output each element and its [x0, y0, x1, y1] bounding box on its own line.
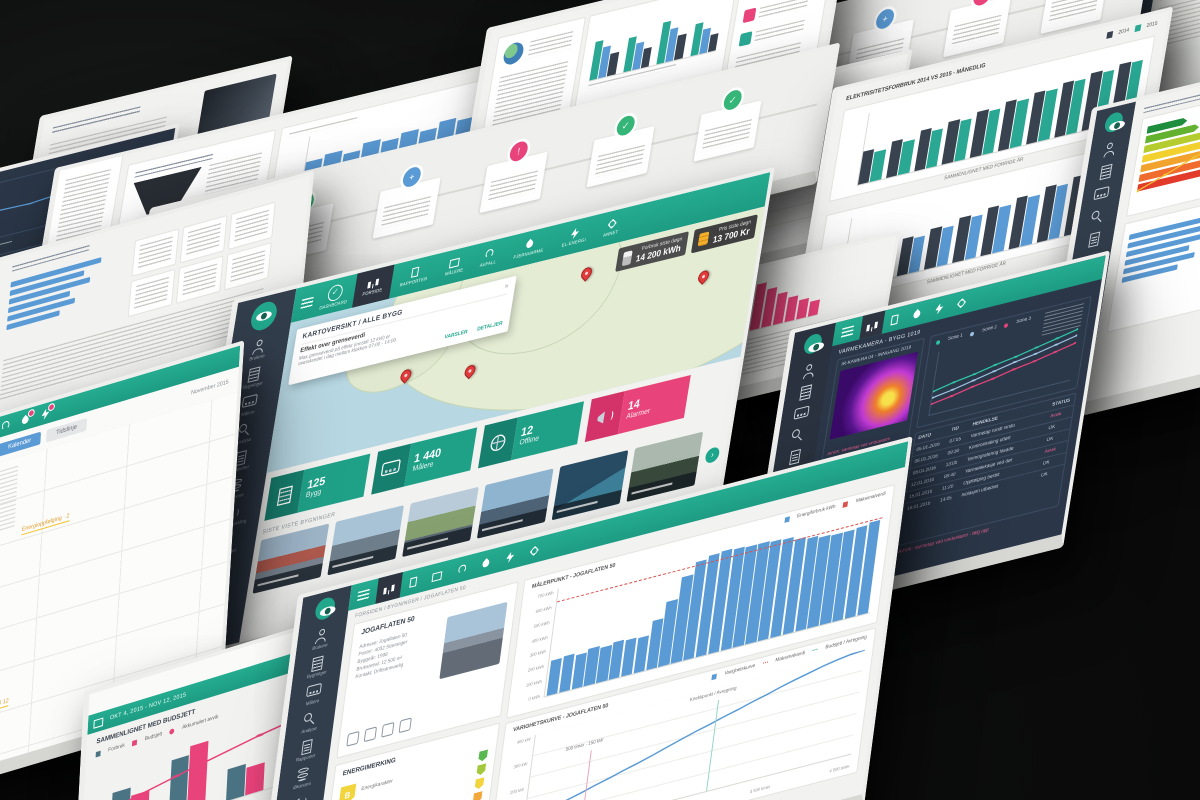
recycle-icon — [483, 248, 495, 260]
energy-section-title: ENERGIMERKING — [342, 756, 397, 778]
legend-2015: 2015 — [1146, 20, 1158, 30]
torch-icon — [621, 249, 633, 266]
calendar-month-label: November 2015 — [190, 379, 229, 397]
notification-badge — [27, 407, 35, 418]
tab-icon[interactable] — [400, 566, 428, 598]
building-thumbnail[interactable] — [551, 450, 629, 521]
share-icon[interactable] — [346, 730, 360, 747]
rating-d-icon — [472, 791, 482, 800]
app-logo-eye-icon[interactable] — [249, 299, 279, 334]
building-thumbnail[interactable] — [327, 505, 404, 576]
lightning-icon — [569, 227, 581, 239]
document-icon — [409, 266, 421, 278]
bell-icon — [594, 406, 616, 428]
tab-icon[interactable] — [375, 571, 403, 604]
rating-c-icon — [474, 777, 484, 790]
building-icon — [273, 484, 295, 506]
legend-2014: 2014 — [1117, 27, 1130, 37]
tab-icon[interactable] — [859, 310, 886, 340]
gear-icon — [606, 218, 618, 230]
tab-icon[interactable] — [496, 541, 524, 573]
energy-grade-b-shield: B — [338, 783, 356, 800]
box-icon — [449, 256, 461, 268]
legend-swatch-2015 — [1134, 24, 1142, 33]
coins-icon — [697, 231, 710, 247]
menu-icon[interactable] — [300, 296, 314, 309]
tab-icon[interactable] — [472, 547, 500, 579]
rating-a-icon — [478, 749, 488, 762]
calendar-event[interactable]: Energioppfølging · 2 — [21, 512, 70, 536]
energy-grade-b-label: Energikarakter — [360, 778, 394, 793]
sync-icon[interactable] — [0, 419, 11, 432]
meter-icon — [380, 458, 402, 480]
building-detail-screen: Brukere Bygninger Målere Analyse Rapport… — [249, 436, 913, 800]
energy-label-screen — [1038, 44, 1200, 427]
thumbnails-next-button[interactable]: › — [704, 445, 721, 465]
tab-icon[interactable] — [904, 299, 930, 328]
chart-icon — [367, 276, 379, 288]
sidebar-item-bygninger[interactable]: Bygninger — [241, 365, 266, 392]
rating-b-icon — [476, 763, 486, 776]
notification-badge — [47, 401, 56, 412]
menu-icon[interactable] — [357, 588, 370, 601]
building-thumbnail[interactable] — [402, 486, 479, 558]
sidebar-item-malere[interactable]: Målere — [240, 394, 259, 419]
building-photo[interactable] — [439, 601, 508, 680]
globe-image — [502, 40, 526, 67]
building-thumbnail[interactable] — [476, 468, 554, 539]
tab-icon[interactable] — [448, 553, 476, 585]
building-thumbnail[interactable] — [626, 431, 704, 502]
tab-icon[interactable] — [882, 305, 908, 334]
refresh-icon[interactable] — [363, 726, 378, 743]
calendar-range-icon[interactable] — [93, 716, 104, 729]
close-icon[interactable]: × — [503, 282, 510, 292]
print-icon[interactable] — [398, 717, 412, 734]
tab-icon[interactable] — [521, 534, 549, 566]
tab-icon[interactable] — [424, 559, 452, 591]
comment-icon[interactable] — [381, 721, 395, 738]
tab-icon[interactable] — [949, 288, 975, 317]
sidebar-item-brukere[interactable]: Brukere — [248, 338, 268, 364]
calendar-event[interactable]: Befaring · kl 12 — [0, 697, 9, 717]
waterdrop-icon — [524, 238, 536, 250]
meter-icon — [241, 394, 259, 412]
legend-swatch-2014 — [1106, 31, 1113, 39]
thermal-screen: VARMEKAMERA - BYGG 1019 IR-KAMERA 04 - I… — [742, 250, 1111, 628]
menu-icon[interactable] — [841, 324, 855, 338]
tab-icon[interactable] — [926, 294, 952, 323]
offline-icon — [487, 432, 509, 454]
